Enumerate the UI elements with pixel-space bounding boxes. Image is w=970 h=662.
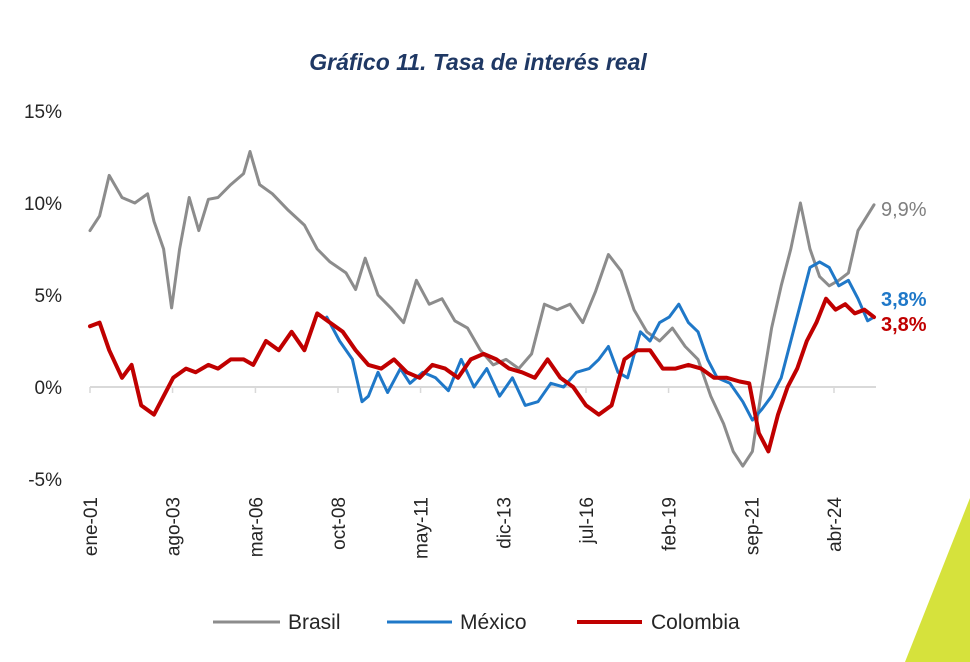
end-label-brasil: 9,9% (881, 199, 927, 221)
legend-label-brasil: Brasil (288, 611, 341, 634)
x-tick-label: sep-21 (742, 497, 763, 555)
series-layer (88, 150, 876, 468)
x-tick-label: ene-01 (81, 497, 102, 556)
y-tick-label: 0% (35, 378, 63, 399)
end-label-colombia: 3,8% (881, 314, 927, 336)
x-tick-label: abr-24 (825, 497, 846, 552)
y-tick-label: 15% (24, 102, 62, 123)
x-tick-label: jul-16 (577, 497, 598, 544)
x-tick-label: feb-19 (660, 497, 681, 551)
decorative-corner-shape (905, 498, 970, 662)
legend: Brasil México Colombia (213, 611, 740, 634)
x-tick-label: ago-03 (164, 497, 185, 556)
end-label-mexico: 3,8% (881, 289, 927, 311)
series-line-brasil (88, 150, 876, 468)
series-line-colombia (88, 296, 876, 454)
y-tick-label: 10% (24, 194, 62, 215)
y-axis: -5% 0% 5% 10% 15% (24, 102, 62, 491)
y-tick-label: 5% (35, 286, 63, 307)
y-tick-label: -5% (28, 470, 62, 491)
x-tick-label: mar-06 (246, 497, 267, 557)
x-tick-label: oct-08 (329, 497, 350, 550)
x-axis: ene-01 ago-03 mar-06 oct-08 may-11 dic-13 jul-… (81, 387, 846, 559)
legend-label-mexico: México (460, 611, 527, 634)
legend-label-colombia: Colombia (651, 611, 740, 634)
x-tick-label: dic-13 (494, 497, 515, 549)
series-line-mexico (325, 260, 876, 422)
x-tick-label: may-11 (412, 497, 433, 559)
chart-title: Gráfico 11. Tasa de interés real (309, 49, 647, 75)
